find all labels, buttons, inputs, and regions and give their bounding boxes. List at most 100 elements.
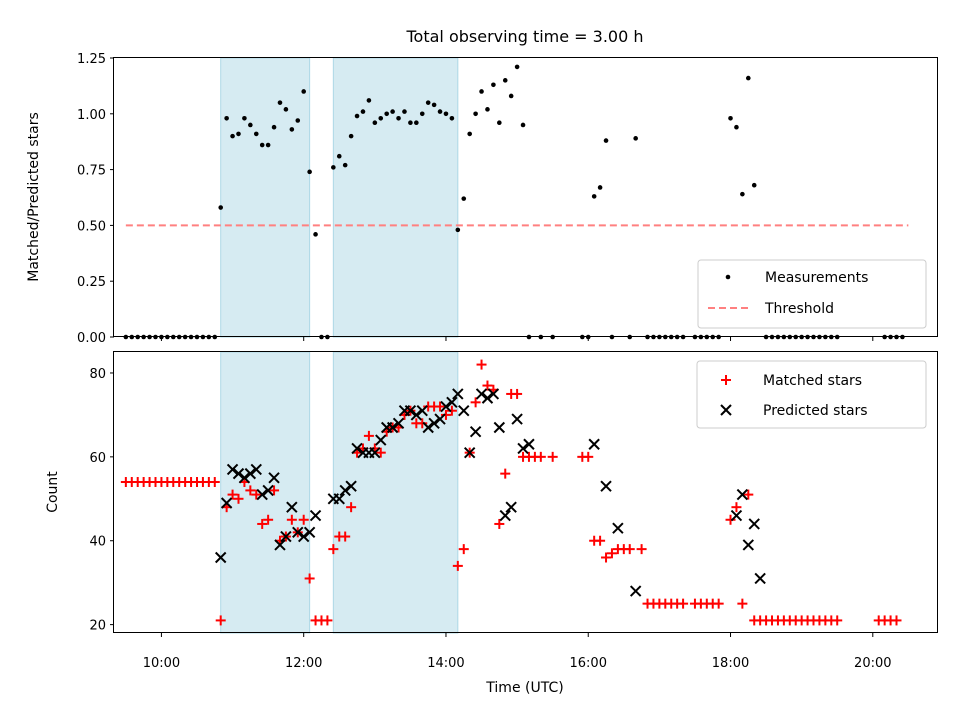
matched-star-point <box>535 451 546 462</box>
matched-star-point <box>713 598 724 609</box>
predicted-star-point <box>730 509 743 522</box>
predicted-star-point <box>226 463 239 476</box>
measurement-point <box>437 109 443 114</box>
matched-star-point <box>245 485 256 496</box>
matched-star-point <box>363 430 374 441</box>
measurement-point <box>271 124 277 130</box>
predicted-star-point <box>286 501 298 513</box>
predicted-star-point <box>250 463 262 476</box>
measurement-point <box>283 107 289 112</box>
predicted-star-point <box>517 442 529 455</box>
measurement-point <box>348 133 354 139</box>
matched-star-point <box>209 477 220 488</box>
predicted-star-point <box>422 421 434 434</box>
matched-star-point <box>263 514 274 525</box>
predicted-star-point <box>440 400 452 413</box>
measurement-point <box>597 185 603 190</box>
predicted-star-point <box>505 501 517 513</box>
matched-star-point <box>233 493 244 504</box>
predicted-star-point <box>297 530 310 543</box>
top-y-tick-label: 1.25 <box>77 52 106 67</box>
predicted-star-point <box>475 388 488 400</box>
measurement-point <box>414 120 419 126</box>
predicted-star-point <box>262 484 274 497</box>
predicted-star-point <box>238 472 251 484</box>
measurement-point <box>419 111 425 117</box>
matched-star-point <box>595 535 606 546</box>
predicted-star-point <box>434 413 446 425</box>
predicted-star-point <box>244 467 257 480</box>
measurement-point <box>342 162 348 168</box>
legend-predicted-marker <box>720 404 732 416</box>
legend-threshold-label: Threshold <box>764 301 834 317</box>
measurement-point <box>633 136 638 141</box>
predicted-star-point <box>280 530 292 543</box>
predicted-star-point <box>214 551 227 564</box>
predicted-star-point <box>600 480 612 492</box>
measurement-point <box>354 113 360 119</box>
measurement-point <box>479 89 484 94</box>
predicted-star-point <box>220 497 233 509</box>
predicted-star-point <box>481 392 494 404</box>
measurement-point <box>455 227 461 233</box>
observing-window-1 <box>220 57 311 338</box>
x-tick-label: 20:00 <box>854 656 891 671</box>
matched-star-point <box>743 489 754 500</box>
measurement-point <box>224 115 229 121</box>
x-tick-label: 14:00 <box>427 656 464 671</box>
matched-star-point <box>725 514 736 525</box>
x-tick-label: 10:00 <box>143 656 180 671</box>
matched-star-point <box>500 468 511 479</box>
matched-star-point <box>601 552 612 563</box>
matched-star-point <box>346 502 357 513</box>
measurement-point <box>242 115 247 121</box>
predicted-star-point <box>487 388 500 400</box>
matched-star-point <box>215 615 226 626</box>
matched-star-point <box>458 544 469 555</box>
measurement-point <box>289 127 295 132</box>
measurement-point <box>502 78 508 83</box>
bottom-y-tick-label: 40 <box>89 535 106 550</box>
measurement-point <box>390 109 395 114</box>
matched-star-point <box>470 397 481 408</box>
predicted-star-point <box>386 421 399 434</box>
matched-star-point <box>636 544 647 555</box>
matched-star-point <box>512 388 523 399</box>
measurement-point <box>301 89 306 94</box>
measurement-point <box>378 115 384 121</box>
measurement-point <box>253 131 259 137</box>
measurement-point <box>396 115 401 121</box>
predicted-star-point <box>523 438 535 450</box>
matched-star-point <box>678 598 689 609</box>
measurement-point <box>473 111 478 117</box>
predicted-star-point <box>410 409 423 421</box>
measurement-point <box>508 93 514 99</box>
predicted-star-point <box>511 413 523 425</box>
predicted-star-point <box>369 446 381 459</box>
measurement-point <box>218 205 224 210</box>
measurement-point <box>603 138 609 143</box>
observing-window-2 <box>332 351 459 634</box>
measurement-point <box>336 153 342 159</box>
matched-star-point <box>322 615 333 626</box>
legend-matched-label: Matched stars <box>763 373 862 389</box>
predicted-star-point <box>292 526 304 539</box>
predicted-star-point <box>339 484 351 497</box>
predicted-star-point <box>736 488 749 501</box>
predicted-star-point <box>629 585 642 597</box>
measurement-point <box>740 191 745 197</box>
predicted-star-point <box>446 396 458 409</box>
measurement-point <box>372 120 378 126</box>
matched-star-point <box>583 451 594 462</box>
top-y-tick-label: 0.25 <box>77 275 106 290</box>
predicted-star-point <box>345 480 357 492</box>
predicted-star-point <box>303 526 316 539</box>
chart-title: Total observing time = 3.00 h <box>405 27 643 46</box>
measurement-point <box>236 131 241 137</box>
measurement-point <box>491 82 496 88</box>
matched-star-point <box>417 418 428 429</box>
measurement-point <box>277 100 283 105</box>
measurement-point <box>307 169 312 175</box>
x-axis-label: Time (UTC) <box>485 680 563 696</box>
top-plot-frame <box>113 57 938 337</box>
